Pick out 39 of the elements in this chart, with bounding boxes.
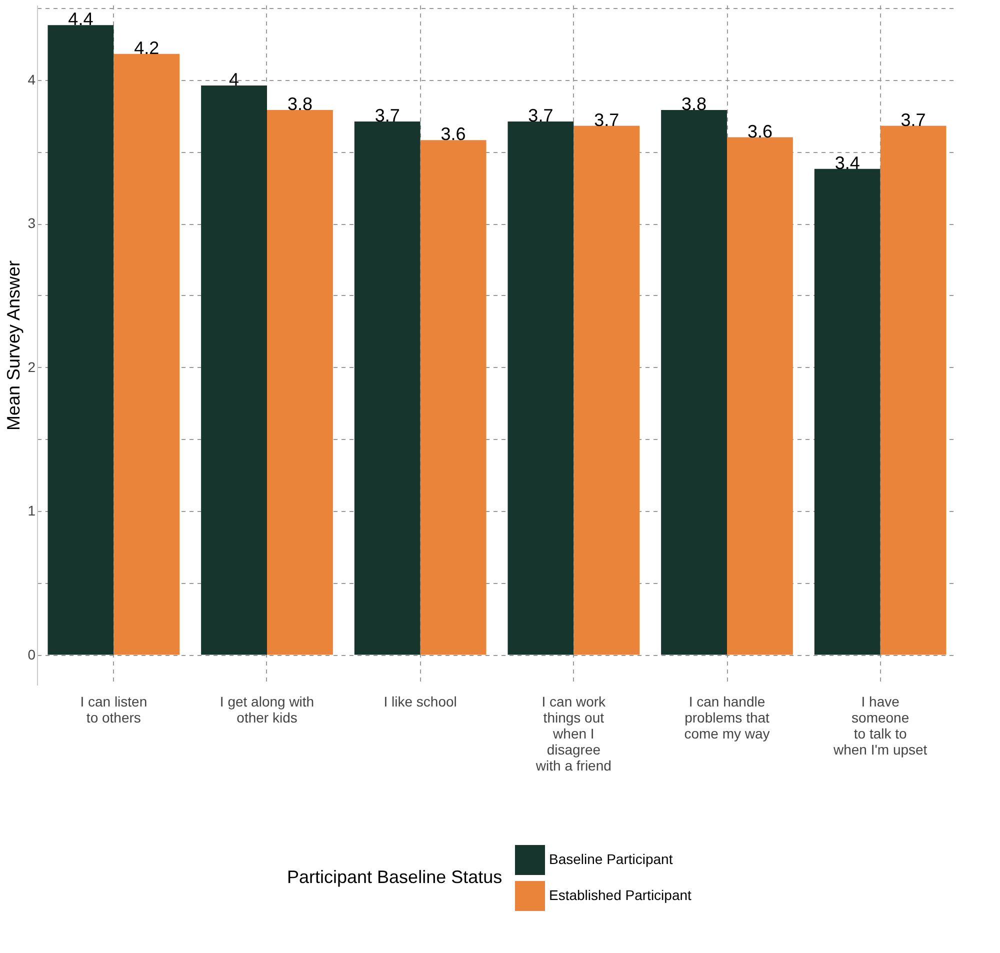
data-label: 3.8: [287, 94, 312, 114]
x-tick-label: I can listen to others: [80, 694, 148, 726]
x-tick-label: I have someone to talk to when I'm upset: [832, 694, 928, 758]
x-tick-label: I can handle problems that come my way: [684, 694, 770, 742]
x-tick-label: I get along with other kids: [220, 694, 314, 726]
data-label: 3.7: [374, 105, 400, 126]
data-label: 3.7: [528, 105, 554, 126]
data-label: 4.4: [68, 9, 94, 30]
legend-title: Participant Baseline Status: [287, 867, 502, 887]
y-tick-label: 0: [28, 646, 36, 662]
bar: [661, 110, 727, 655]
y-tick-label: 2: [28, 358, 36, 375]
bar: [880, 126, 946, 655]
bar: [114, 54, 180, 655]
legend-label: Baseline Participant: [549, 851, 673, 867]
y-tick-label: 1: [28, 502, 36, 519]
data-label: 3.4: [834, 152, 860, 173]
data-label: 3.6: [440, 124, 466, 144]
y-tick-label: 3: [28, 215, 36, 232]
bar: [574, 126, 640, 655]
bar: [420, 140, 486, 655]
bar: [201, 86, 267, 655]
x-tick-label: I can work things out when I disagree with a friend: [534, 694, 612, 774]
data-label: 4.2: [134, 38, 160, 58]
legend-label: Established Participant: [549, 887, 692, 903]
bar: [727, 137, 793, 655]
y-tick-label: 4: [28, 71, 36, 88]
bar: [48, 25, 114, 655]
x-tick-label: I like school: [384, 694, 457, 710]
bar: [508, 121, 574, 655]
data-label: 3.8: [682, 94, 707, 114]
bar: [267, 110, 333, 655]
data-label: 3.7: [594, 110, 620, 130]
data-label: 3.6: [747, 121, 772, 142]
bar: [814, 168, 880, 655]
data-label: 3.7: [900, 110, 926, 130]
bar: [354, 121, 420, 655]
y-axis-title: Mean Survey Answer: [4, 260, 24, 431]
data-label: 4: [229, 70, 240, 90]
